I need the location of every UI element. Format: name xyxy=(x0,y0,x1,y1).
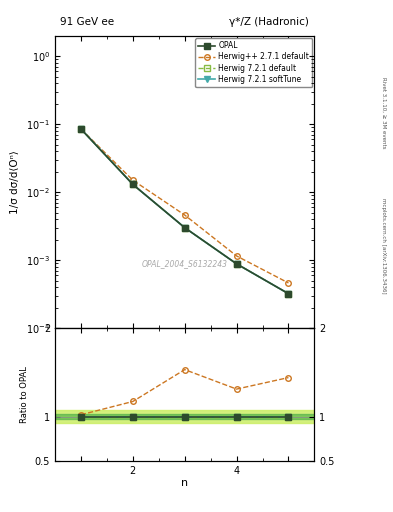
Line: Herwig++ 2.7.1 default: Herwig++ 2.7.1 default xyxy=(78,126,291,286)
Herwig 7.2.1 default xyxy=(79,126,83,132)
Text: γ*/Z (Hadronic): γ*/Z (Hadronic) xyxy=(230,17,309,27)
Y-axis label: 1/σ dσ/d⟨Oⁿ⟩: 1/σ dσ/d⟨Oⁿ⟩ xyxy=(10,150,20,214)
Herwig 7.2.1 softTune xyxy=(182,225,187,231)
OPAL xyxy=(79,126,83,132)
Text: OPAL_2004_S6132243: OPAL_2004_S6132243 xyxy=(142,259,228,268)
Line: Herwig 7.2.1 softTune: Herwig 7.2.1 softTune xyxy=(78,126,291,296)
Herwig 7.2.1 softTune xyxy=(79,126,83,132)
Text: 91 GeV ee: 91 GeV ee xyxy=(60,17,114,27)
OPAL xyxy=(130,181,135,187)
Herwig++ 2.7.1 default xyxy=(286,280,291,286)
Line: OPAL: OPAL xyxy=(78,126,291,296)
Text: Rivet 3.1.10, ≥ 3M events: Rivet 3.1.10, ≥ 3M events xyxy=(381,77,386,148)
Herwig 7.2.1 softTune xyxy=(286,291,291,297)
Text: mcplots.cern.ch [arXiv:1306.3436]: mcplots.cern.ch [arXiv:1306.3436] xyxy=(381,198,386,293)
Y-axis label: Ratio to OPAL: Ratio to OPAL xyxy=(20,366,29,423)
Herwig 7.2.1 softTune xyxy=(130,181,135,187)
Herwig++ 2.7.1 default xyxy=(182,212,187,218)
Legend: OPAL, Herwig++ 2.7.1 default, Herwig 7.2.1 default, Herwig 7.2.1 softTune: OPAL, Herwig++ 2.7.1 default, Herwig 7.2… xyxy=(195,38,312,87)
X-axis label: n: n xyxy=(181,478,188,488)
Herwig 7.2.1 softTune xyxy=(234,261,239,267)
Line: Herwig 7.2.1 default: Herwig 7.2.1 default xyxy=(78,126,291,296)
OPAL xyxy=(286,291,291,297)
Herwig++ 2.7.1 default xyxy=(79,126,83,132)
Herwig 7.2.1 default xyxy=(234,261,239,267)
Herwig++ 2.7.1 default xyxy=(234,253,239,259)
OPAL xyxy=(182,225,187,231)
Herwig 7.2.1 default xyxy=(286,291,291,297)
Herwig 7.2.1 default xyxy=(182,225,187,231)
OPAL xyxy=(234,261,239,267)
Herwig 7.2.1 default xyxy=(130,181,135,187)
Herwig++ 2.7.1 default xyxy=(130,177,135,183)
